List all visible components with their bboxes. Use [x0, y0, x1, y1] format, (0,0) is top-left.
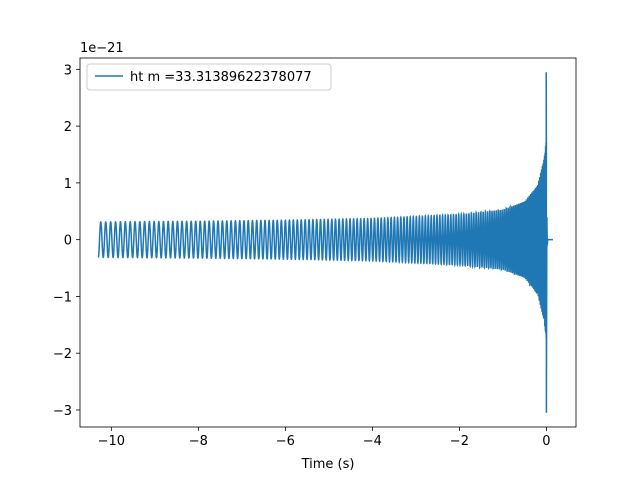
plot-area	[97, 72, 553, 413]
legend: ht m =33.31389622378077	[86, 63, 332, 91]
y-tick-label: 0	[64, 234, 72, 249]
y-offset-label: 1e−21	[80, 41, 124, 56]
x-tick-label: −10	[98, 434, 125, 449]
legend-entry-label: ht m =33.31389622378077	[130, 70, 312, 85]
y-axis: −3 −2 −1 0 1 2 3	[53, 63, 80, 419]
series-line-ht	[97, 72, 553, 413]
x-axis-label: Time (s)	[301, 457, 355, 472]
legend-box	[86, 63, 332, 91]
x-tick-label: −4	[363, 434, 382, 449]
plot-frame	[79, 57, 577, 428]
y-tick-label: −3	[53, 404, 72, 419]
y-tick-label: −2	[53, 347, 72, 362]
y-tick-label: 1	[64, 177, 72, 192]
y-tick-label: 3	[64, 63, 72, 78]
x-axis: −10 −8 −6 −4 −2 0	[98, 427, 551, 449]
x-tick-label: −2	[450, 434, 469, 449]
x-tick-label: 0	[542, 434, 550, 449]
y-tick-label: 2	[64, 120, 72, 135]
x-tick-label: −6	[276, 434, 295, 449]
y-tick-label: −1	[53, 290, 72, 305]
x-tick-label: −8	[189, 434, 208, 449]
